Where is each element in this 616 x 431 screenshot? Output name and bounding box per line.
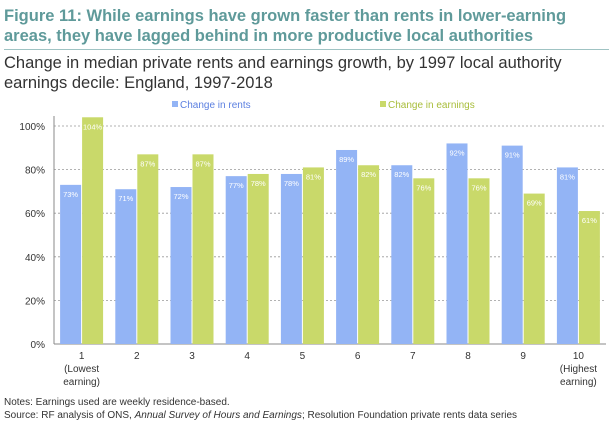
data-label: 87% <box>140 159 155 168</box>
data-label: 69% <box>527 199 542 208</box>
notes-block: Notes: Earnings used are weekly residenc… <box>4 397 517 422</box>
y-tick-label: 100% <box>19 122 45 133</box>
y-tick-label: 80% <box>25 166 45 177</box>
bar-earnings <box>358 165 380 344</box>
data-label: 61% <box>582 216 597 225</box>
y-tick-label: 60% <box>25 209 45 220</box>
data-label: 82% <box>394 170 409 179</box>
x-tick-label: 9 <box>520 351 526 362</box>
figure-title: Figure 11: While earnings have grown fas… <box>4 7 567 45</box>
x-tick-label: 10 <box>573 351 585 362</box>
figure-subtitle: Change in median private rents and earni… <box>4 54 562 92</box>
x-tick-label: 1 <box>79 351 85 362</box>
data-label: 77% <box>229 181 244 190</box>
legend-label: Change in earnings <box>388 100 475 111</box>
x-tick-label: 8 <box>465 351 471 362</box>
data-label: 76% <box>416 183 431 192</box>
y-tick-label: 40% <box>25 253 45 264</box>
bar-earnings <box>578 211 600 344</box>
bar-rents <box>556 167 578 344</box>
source-prefix: Source: RF analysis of ONS, <box>4 409 135 421</box>
bar-earnings <box>413 178 435 344</box>
y-tick-label: 0% <box>31 340 46 351</box>
data-label: 104% <box>83 122 103 131</box>
x-tick-label: earning) <box>63 377 100 388</box>
source-text: Source: RF analysis of ONS, Annual Surve… <box>4 410 517 423</box>
title-divider <box>4 49 609 50</box>
legend-label: Change in rents <box>180 100 251 111</box>
data-label: 89% <box>339 155 354 164</box>
bar-rents <box>446 143 468 344</box>
data-label: 76% <box>471 183 486 192</box>
legend-swatch <box>172 101 178 107</box>
data-label: 91% <box>505 151 520 160</box>
bar-earnings <box>302 167 324 344</box>
bar-earnings <box>523 193 545 344</box>
bar-earnings <box>247 173 269 344</box>
bar-earnings <box>82 117 104 344</box>
bar-rents <box>60 184 82 344</box>
bar-rents <box>225 176 247 344</box>
x-tick-label: (Lowest <box>64 364 99 375</box>
x-tick-label: 7 <box>410 351 416 362</box>
x-tick-label: 5 <box>300 351 306 362</box>
legend-swatch <box>380 101 386 107</box>
notes-text: Notes: Earnings used are weekly residenc… <box>4 397 230 408</box>
bar-earnings <box>137 154 159 344</box>
source-italic: Annual Survey of Hours and Earnings <box>134 409 302 421</box>
bar-rents <box>336 149 358 344</box>
data-label: 87% <box>195 159 210 168</box>
x-tick-label: 3 <box>189 351 195 362</box>
x-tick-label: earning) <box>560 377 597 388</box>
data-label: 78% <box>251 179 266 188</box>
x-tick-label: 2 <box>134 351 140 362</box>
bar-rents <box>170 187 192 344</box>
bar-rents <box>115 189 137 344</box>
data-label: 73% <box>63 190 78 199</box>
data-label: 81% <box>560 172 575 181</box>
bar-rents <box>391 165 413 344</box>
source-suffix: ; Resolution Foundation private rents da… <box>301 409 518 421</box>
data-label: 71% <box>118 194 133 203</box>
x-tick-label: (Highest <box>560 364 597 375</box>
x-tick-label: 4 <box>244 351 250 362</box>
data-label: 92% <box>449 148 464 157</box>
y-tick-label: 20% <box>25 296 45 307</box>
data-label: 78% <box>284 179 299 188</box>
bar-rents <box>280 173 302 344</box>
x-tick-label: 6 <box>355 351 361 362</box>
data-label: 81% <box>306 172 321 181</box>
bar-earnings <box>192 154 214 344</box>
data-label: 72% <box>173 192 188 201</box>
bar-rents <box>501 145 523 344</box>
data-label: 82% <box>361 170 376 179</box>
bar-earnings <box>468 178 490 344</box>
